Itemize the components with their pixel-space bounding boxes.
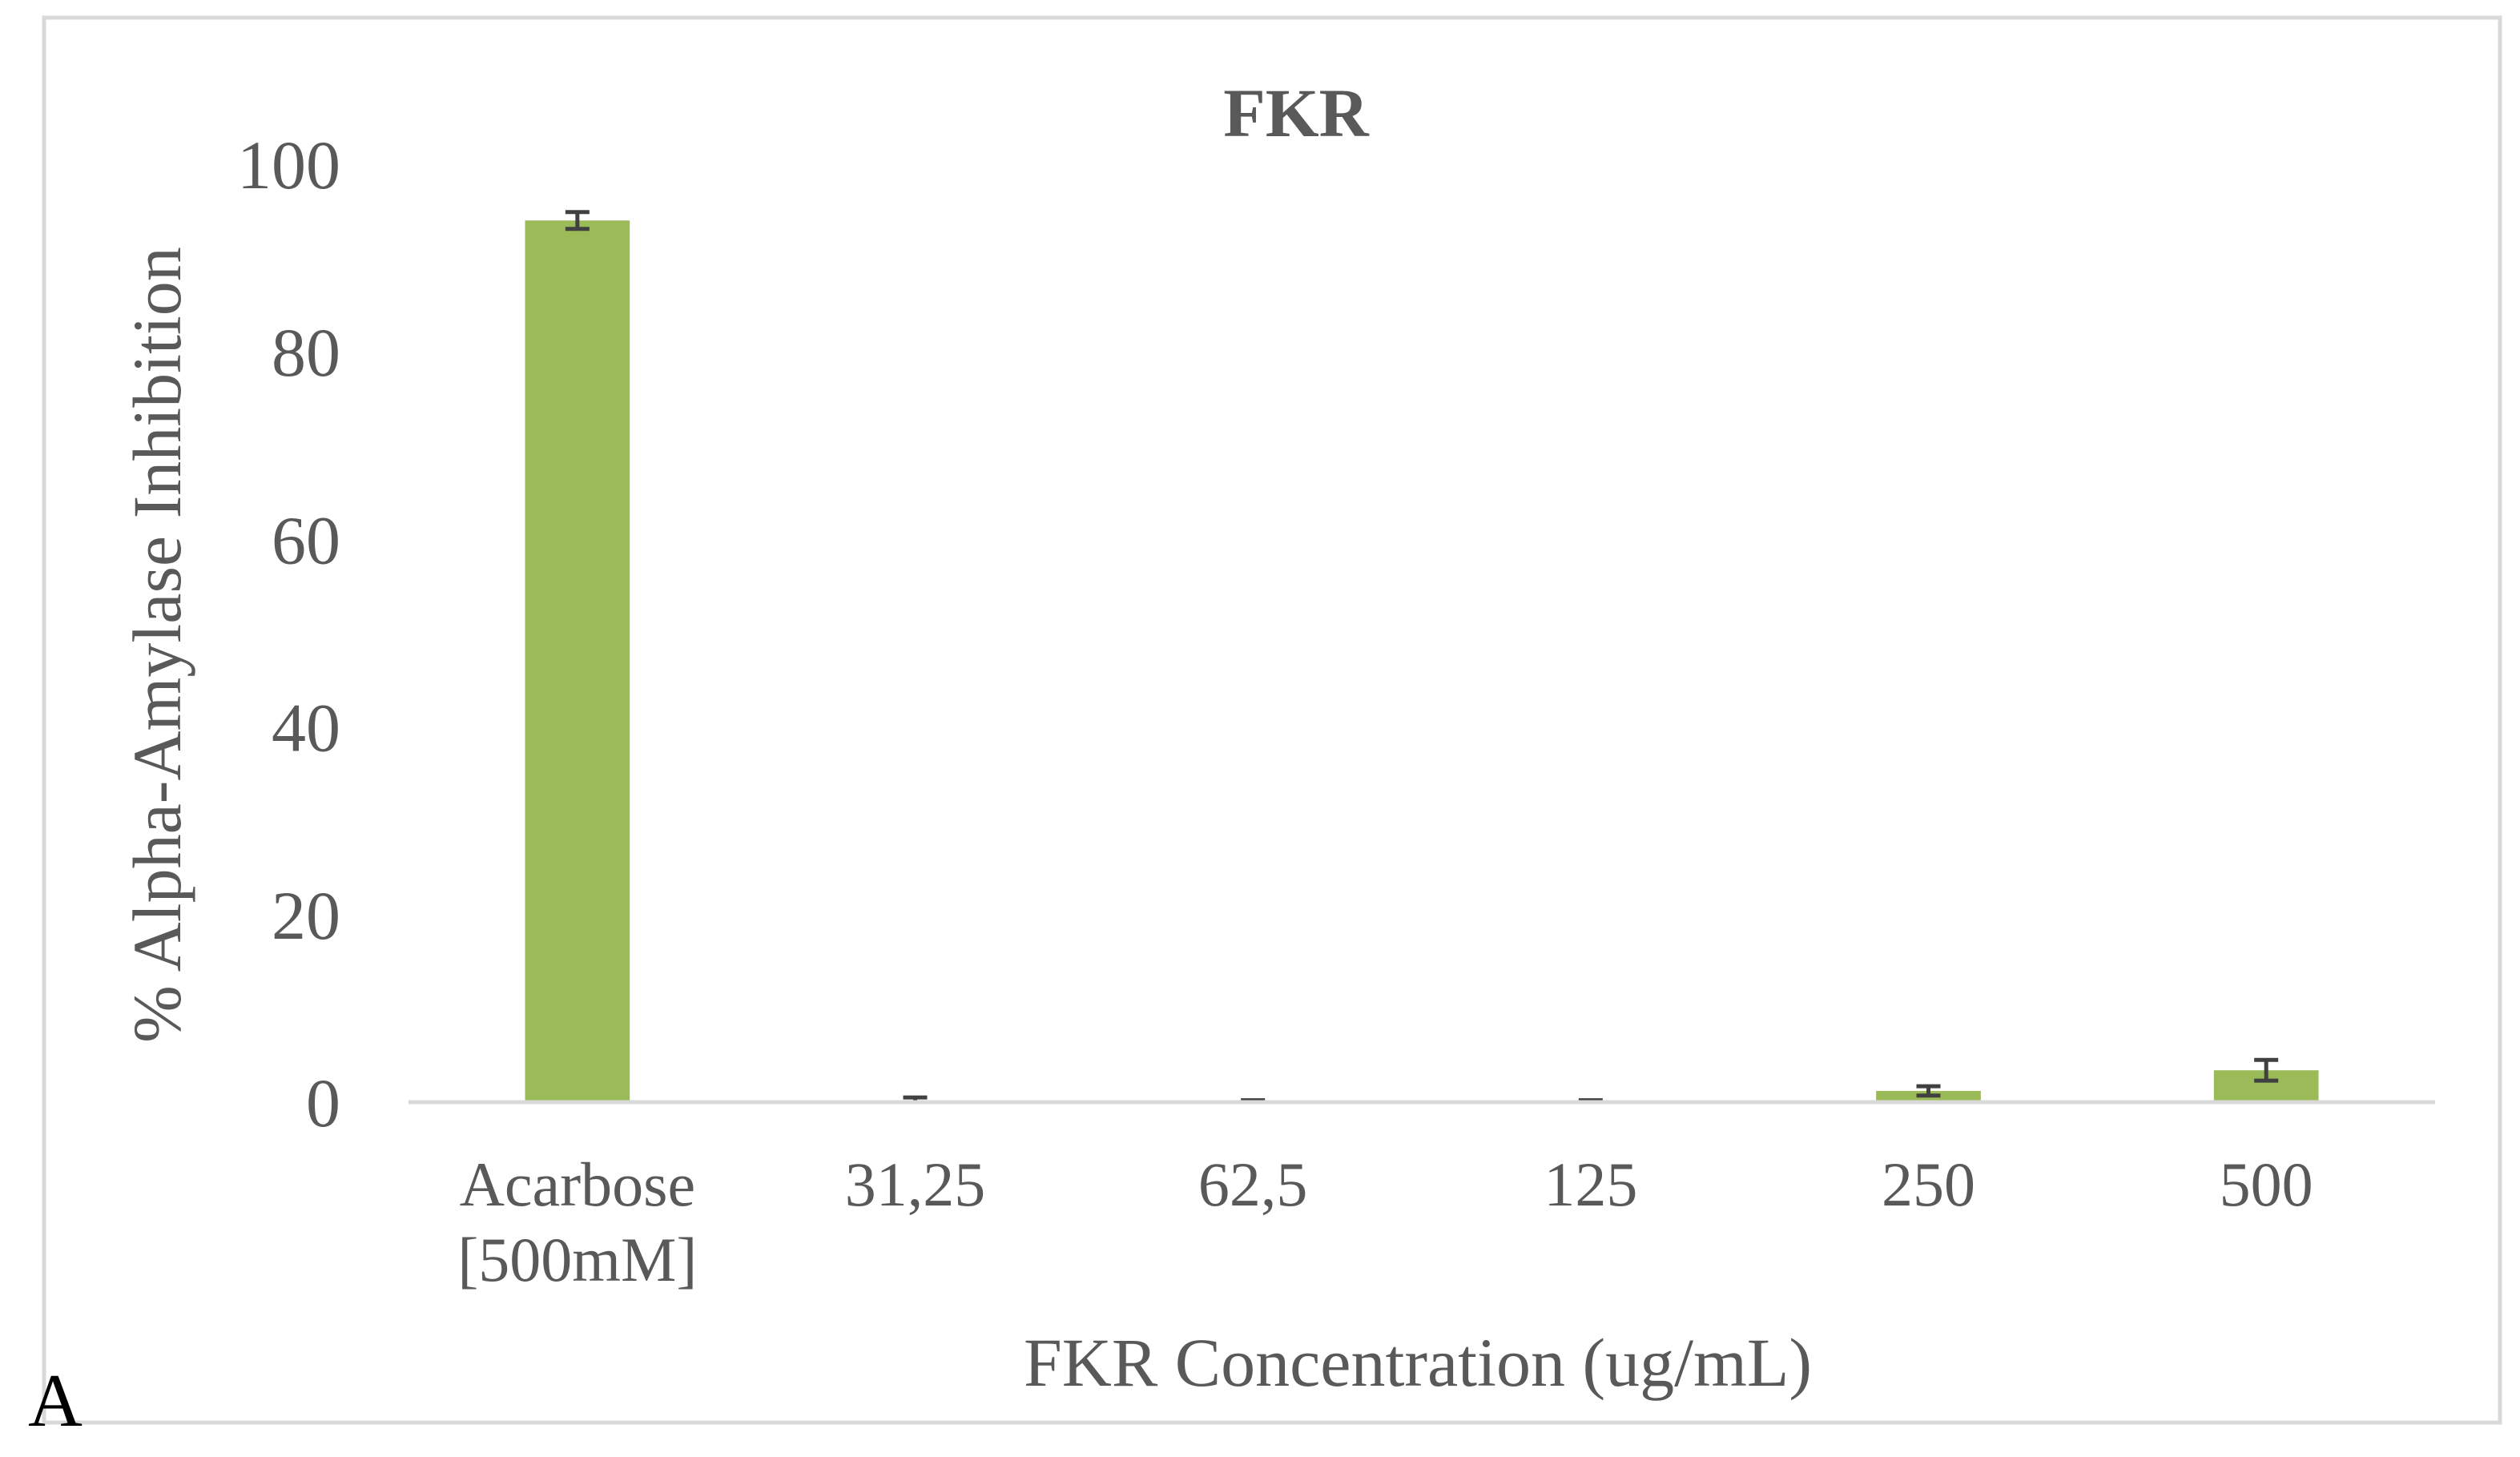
y-tick-label: 100 [237,127,340,203]
y-axis-label: % Alpha-Amylase Inhibition [119,247,195,1043]
x-tick-label: 62,5 [1198,1149,1308,1219]
error-bar [1916,1084,1941,1098]
bar [525,220,630,1102]
error-bar [565,210,590,231]
x-tick-label: 250 [1882,1149,1975,1219]
x-tick-label: 125 [1544,1149,1637,1219]
x-tick-label: Acarbose [460,1149,696,1219]
x-tick-label: [500mM] [457,1225,697,1294]
y-tick-label: 0 [306,1065,340,1141]
y-tick-label: 20 [272,877,340,954]
x-tick-label: 31,25 [845,1149,986,1219]
bars [525,220,2319,1102]
panel-label: A [28,1359,83,1443]
y-tick-label: 60 [272,501,340,578]
y-tick-label: 40 [272,690,340,767]
chart-frame [42,15,2502,1425]
error-bar [2254,1057,2279,1083]
y-tick-label: 80 [272,314,340,391]
y-axis-ticks: 0 20 40 60 80 100 [237,127,340,1141]
x-tick-label: 500 [2220,1149,2313,1219]
chart-title: FKR [1223,74,1369,151]
x-axis-label: FKR Concentration (ug/mL) [1024,1324,1812,1401]
x-axis-ticks: Acarbose[500mM] 31,25 62,5 125 250 500 [457,1149,2313,1294]
